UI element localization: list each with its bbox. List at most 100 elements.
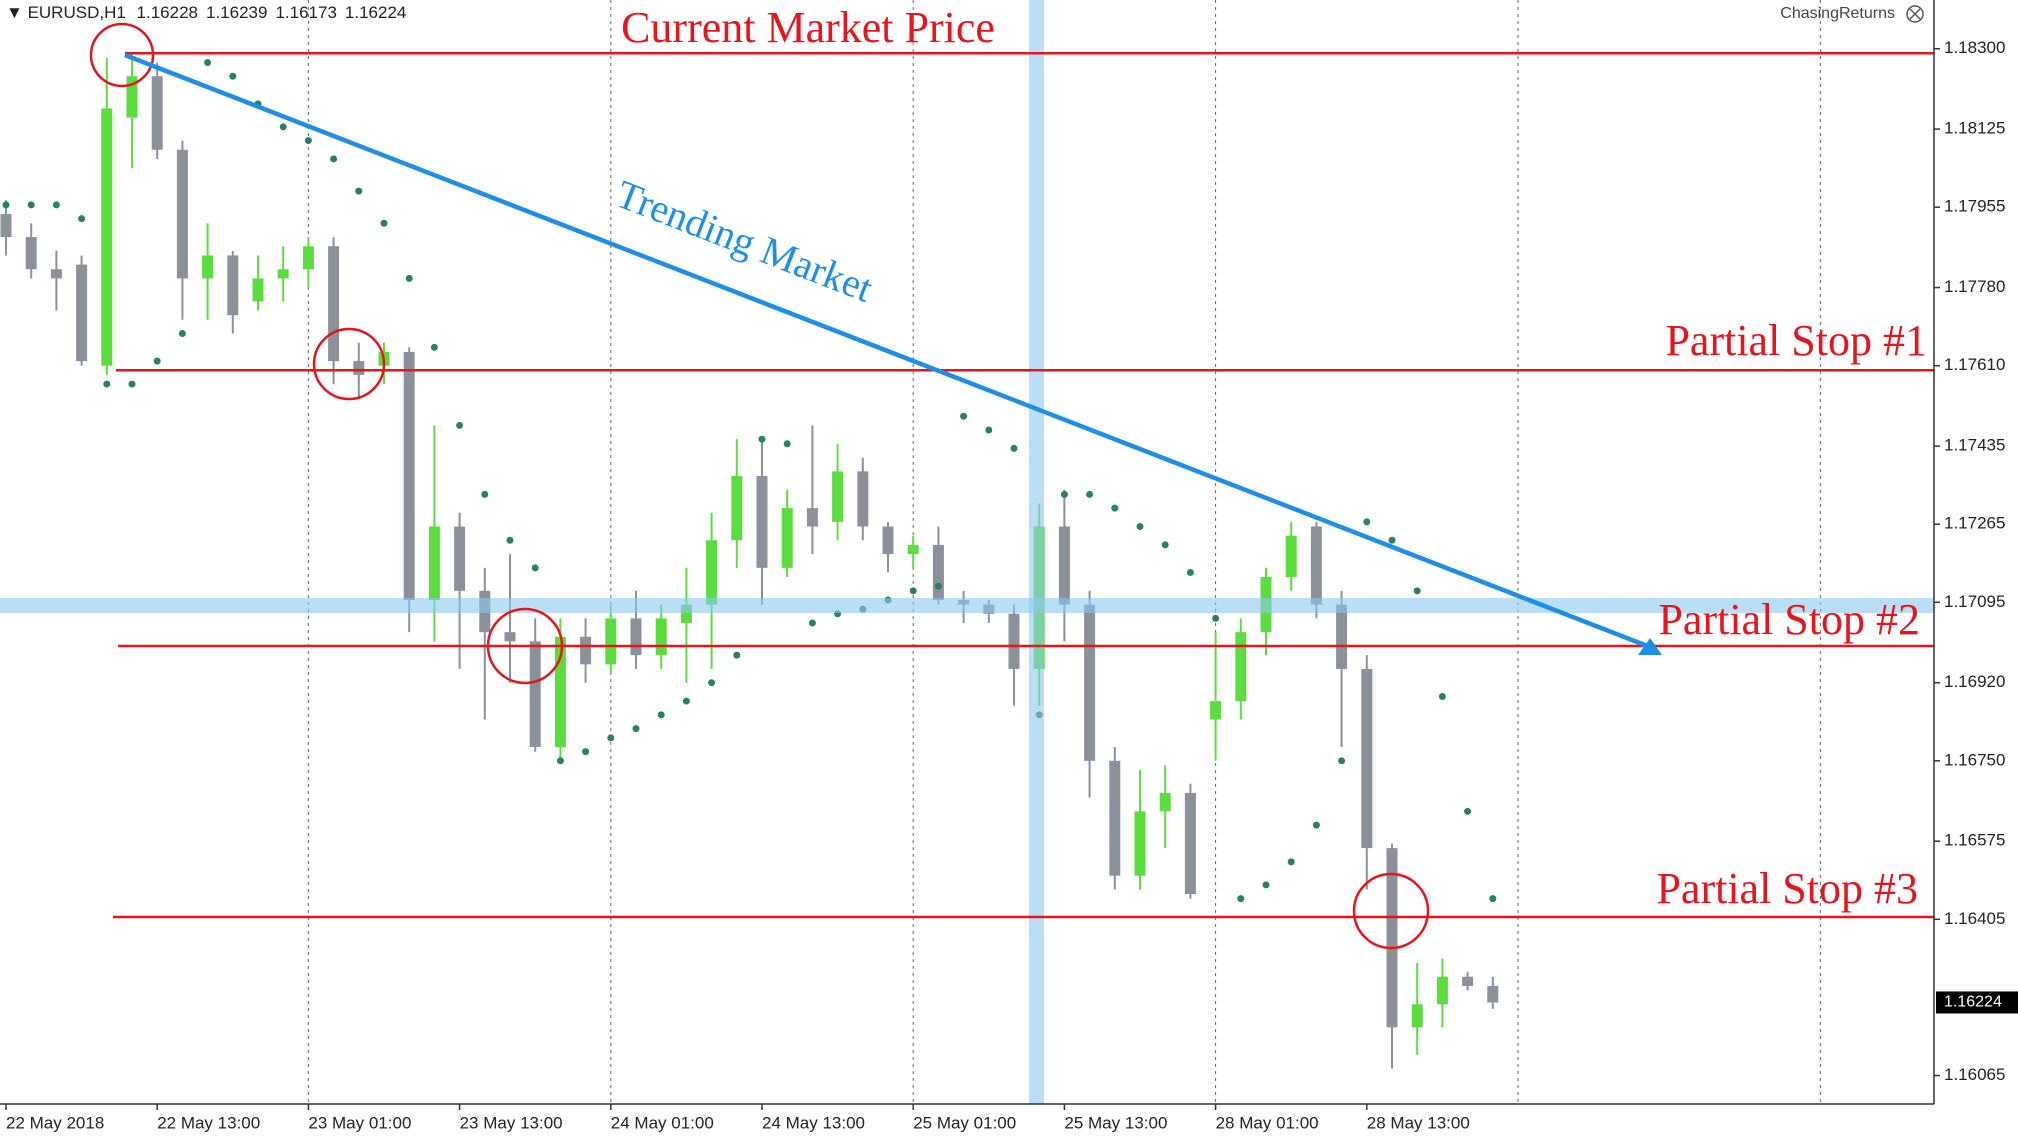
highlight-circle — [486, 607, 564, 685]
candle-body — [1386, 848, 1398, 1028]
level-label: Partial Stop #2 — [1658, 595, 1920, 644]
symbol: EURUSD,H1 — [28, 3, 126, 22]
y-tick-label: 1.17955 — [1944, 197, 2005, 216]
sar-dot — [355, 187, 363, 195]
candle-body — [202, 255, 214, 279]
candle-body — [101, 108, 113, 366]
sar-dot — [1363, 518, 1371, 526]
sar-dot — [682, 697, 690, 705]
sar-dot — [178, 330, 186, 338]
sar-dot — [909, 587, 917, 595]
x-tick-label: 23 May 13:00 — [460, 1113, 563, 1132]
layer — [307, 0, 1821, 1104]
candle-body — [1109, 760, 1121, 876]
sar-dot — [1388, 536, 1396, 544]
y-tick-label: 1.18125 — [1944, 119, 2005, 138]
x-tick-label: 25 May 13:00 — [1064, 1113, 1167, 1132]
candle-body — [1134, 811, 1146, 876]
level-label: Partial Stop #3 — [1656, 864, 1918, 913]
sar-dot — [1086, 490, 1094, 498]
x-tick-label: 28 May 13:00 — [1367, 1113, 1470, 1132]
candle-body — [353, 361, 365, 375]
sar-dot — [430, 343, 438, 351]
close-icon[interactable] — [1906, 5, 1924, 23]
candle-body — [832, 471, 844, 522]
candle-body — [1235, 632, 1247, 702]
crosshair-vertical — [1029, 0, 1044, 1104]
candle-body — [655, 618, 667, 656]
sar-dot — [1237, 895, 1245, 903]
candle-body — [605, 618, 617, 665]
sar-dot — [934, 582, 942, 590]
candle-body — [580, 636, 592, 665]
sar-dot — [330, 155, 338, 163]
candle-body — [1184, 792, 1196, 895]
candle-body — [1411, 1004, 1423, 1028]
candle-body — [907, 544, 919, 555]
y-tick-label: 1.17095 — [1944, 592, 2005, 611]
level-label: Partial Stop #1 — [1665, 316, 1927, 365]
candle-body — [277, 269, 289, 279]
sar-dot — [632, 725, 640, 733]
sar-dot — [582, 748, 590, 756]
sar-dot — [27, 201, 35, 209]
candle-body — [302, 246, 314, 270]
candle-body — [1436, 976, 1448, 1005]
candle-body — [227, 255, 239, 316]
candle-body — [1210, 701, 1222, 720]
candle-body — [1285, 535, 1297, 578]
sar-dot — [1413, 587, 1421, 595]
x-tick-label: 22 May 13:00 — [157, 1113, 260, 1132]
quote-open: 1.16228 — [137, 3, 198, 22]
x-tick-label: 24 May 13:00 — [762, 1113, 865, 1132]
sar-dot — [556, 757, 564, 765]
sar-dot — [456, 421, 464, 429]
y-tick-label: 1.16405 — [1944, 909, 2005, 928]
sar-dot — [985, 426, 993, 434]
candle-body — [151, 76, 163, 150]
y-tick-label: 1.18300 — [1944, 38, 2005, 57]
x-tick-label: 23 May 01:00 — [308, 1113, 411, 1132]
candle-body — [1462, 976, 1474, 986]
highlight-circle — [312, 327, 386, 401]
candle-body — [680, 604, 692, 623]
current-price-box — [1936, 991, 2018, 1014]
candle-body — [1008, 613, 1020, 669]
menu-arrow[interactable]: ▼ — [6, 3, 28, 22]
y-tick-label: 1.17610 — [1944, 355, 2005, 374]
candle-body — [932, 544, 944, 601]
sar-dot — [758, 435, 766, 443]
sar-dot — [103, 380, 111, 388]
sar-dot — [481, 490, 489, 498]
candle-body — [403, 351, 415, 601]
x-tick-label: 28 May 01:00 — [1216, 1113, 1319, 1132]
candle-body — [252, 278, 264, 302]
candle-body — [0, 214, 12, 238]
candle-body — [504, 632, 516, 642]
candle-body — [25, 237, 37, 270]
sar-dot — [531, 564, 539, 572]
sar-dot — [2, 201, 10, 209]
candle-body — [176, 149, 188, 279]
trend-end-marker — [1638, 638, 1662, 655]
quote-low: 1.16173 — [275, 3, 336, 22]
y-tick-label: 1.17780 — [1944, 277, 2005, 296]
sar-dot — [1489, 895, 1497, 903]
candle-body — [1487, 985, 1499, 1003]
sar-dot — [1186, 568, 1194, 576]
close-icon-x[interactable] — [1909, 8, 1921, 20]
sar-dot — [128, 380, 136, 388]
sar-dot — [708, 679, 716, 687]
sar-dot — [1464, 807, 1472, 815]
candle-body — [731, 475, 743, 541]
candle-body — [1336, 604, 1348, 669]
sar-dot — [1312, 821, 1320, 829]
sar-dot — [1287, 858, 1295, 866]
sar-dot — [657, 711, 665, 719]
candle-body — [806, 508, 818, 527]
candle-body — [428, 526, 440, 601]
level-label: Current Market Price — [621, 3, 995, 52]
sar-dot — [607, 734, 615, 742]
candle-body — [1159, 792, 1171, 812]
sar-dot — [1161, 541, 1169, 549]
